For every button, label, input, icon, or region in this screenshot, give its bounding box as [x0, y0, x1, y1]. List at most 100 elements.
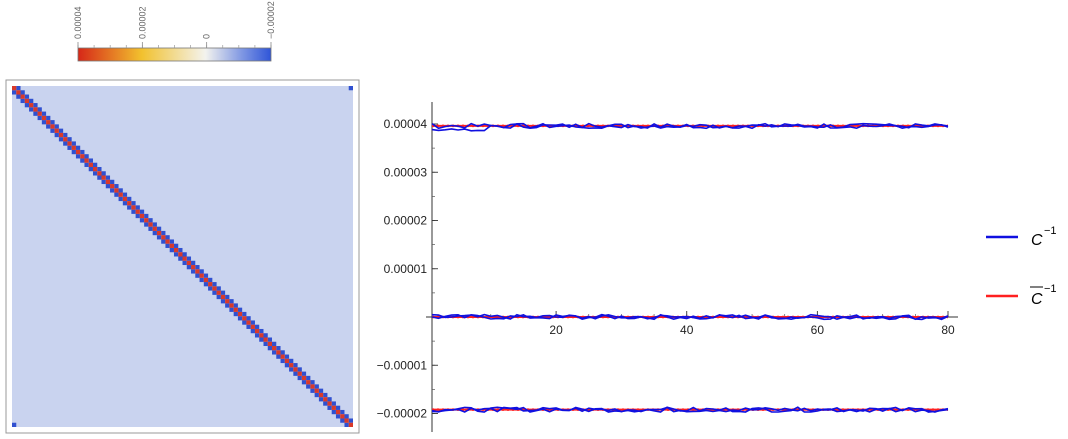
heatmap-cell-offdiag [187, 257, 191, 261]
heatmap-cell-offdiag [63, 133, 67, 137]
heatmap-cell-diag [80, 154, 84, 158]
heatmap-cell-offdiag [276, 355, 280, 359]
heatmap-cell-diag [234, 308, 238, 312]
heatmap-cell-offdiag [302, 380, 306, 384]
heatmap-cell-offdiag [136, 214, 140, 218]
heatmap-cell-offdiag [246, 316, 250, 320]
heatmap-cell-diag [349, 423, 353, 427]
heatmap-cell-offdiag [33, 103, 37, 107]
heatmap-cell-offdiag [293, 363, 297, 367]
heatmap-cell-offdiag [42, 120, 46, 124]
heatmap-cell-offdiag [84, 154, 88, 158]
heatmap-cell-offdiag [59, 137, 63, 141]
heatmap-cell-offdiag [29, 99, 33, 103]
heatmap-cell-diag [67, 141, 71, 145]
heatmap-cell-offdiag [67, 146, 71, 150]
heatmap-cell-offdiag [259, 329, 263, 333]
y-tick-label: −0.00002 [377, 407, 428, 421]
heatmap-cell-diag [102, 176, 106, 180]
heatmap-cell-offdiag [242, 320, 246, 324]
heatmap-cell-offdiag [106, 184, 110, 188]
heatmap-cell-diag [140, 214, 144, 218]
heatmap-cell-offdiag [327, 397, 331, 401]
heatmap-cell-diag [174, 248, 178, 252]
heatmap-cell-corner [12, 423, 16, 427]
heatmap-cell-diag [306, 380, 310, 384]
heatmap-cell-offdiag [50, 120, 54, 124]
heatmap-cell-offdiag [106, 176, 110, 180]
heatmap-cell-offdiag [323, 393, 327, 397]
heatmap [6, 80, 359, 433]
heatmap-cell-offdiag [144, 222, 148, 226]
heatmap-cell-diag [263, 337, 267, 341]
heatmap-cell-diag [93, 167, 97, 171]
heatmap-cell-offdiag [191, 269, 195, 273]
heatmap-cell-offdiag [276, 346, 280, 350]
heatmap-cell-offdiag [178, 248, 182, 252]
heatmap-cell-offdiag [229, 299, 233, 303]
heatmap-cell-diag [46, 120, 50, 124]
heatmap-cell-offdiag [46, 124, 50, 128]
heatmap-cell-diag [323, 397, 327, 401]
heatmap-cell-diag [55, 129, 59, 133]
heatmap-cell-offdiag [46, 116, 50, 120]
heatmap-cell-offdiag [76, 146, 80, 150]
heatmap-cell-offdiag [268, 346, 272, 350]
heatmap-cell-diag [332, 406, 336, 410]
heatmap-cell-diag [42, 116, 46, 120]
heatmap-cell-offdiag [178, 257, 182, 261]
heatmap-cell-offdiag [332, 410, 336, 414]
heatmap-cell-diag [217, 291, 221, 295]
heatmap-cell-offdiag [93, 163, 97, 167]
heatmap-cell-diag [302, 376, 306, 380]
heatmap-cell-diag [246, 320, 250, 324]
heatmap-cell-diag [16, 90, 20, 94]
heatmap-cell-offdiag [38, 107, 42, 111]
heatmap-cell-offdiag [127, 205, 131, 209]
heatmap-cell-diag [72, 146, 76, 150]
heatmap-cell-offdiag [123, 193, 127, 197]
y-tick-label: −0.00001 [377, 358, 428, 372]
heatmap-cell-diag [110, 184, 114, 188]
heatmap-cell-offdiag [55, 133, 59, 137]
heatmap-cell-diag [97, 171, 101, 175]
heatmap-cell-offdiag [63, 141, 67, 145]
heatmap-cell-diag [195, 269, 199, 273]
heatmap-cell-offdiag [263, 333, 267, 337]
heatmap-cell-diag [153, 227, 157, 231]
heatmap-cell-offdiag [234, 303, 238, 307]
heatmap-cell-diag [298, 372, 302, 376]
heatmap-cell-offdiag [306, 384, 310, 388]
heatmap-cell-diag [157, 231, 161, 235]
heatmap-cell-offdiag [165, 244, 169, 248]
heatmap-cell-diag [119, 193, 123, 197]
heatmap-cell-offdiag [102, 180, 106, 184]
heatmap-cell-offdiag [234, 312, 238, 316]
heatmap-cell-offdiag [127, 197, 131, 201]
colorbar: 0.00004 0.00002 0 −0.00002 [73, 1, 276, 61]
heatmap-cell-diag [200, 274, 204, 278]
heatmap-cell-offdiag [229, 308, 233, 312]
heatmap-cell-offdiag [208, 278, 212, 282]
heatmap-cell-diag [170, 244, 174, 248]
heatmap-cell-offdiag [42, 112, 46, 116]
heatmap-cell-offdiag [161, 231, 165, 235]
heatmap-cell-offdiag [251, 320, 255, 324]
heatmap-cell-offdiag [191, 261, 195, 265]
heatmap-cell-offdiag [195, 274, 199, 278]
heatmap-cell-offdiag [310, 389, 314, 393]
heatmap-cell-offdiag [12, 90, 16, 94]
colorbar-gradient [78, 48, 271, 61]
heatmap-cell-offdiag [195, 265, 199, 269]
heatmap-cell-offdiag [187, 265, 191, 269]
heatmap-cell-offdiag [255, 333, 259, 337]
colorbar-tick-label: 0 [202, 34, 212, 39]
heatmap-cell-offdiag [336, 406, 340, 410]
heatmap-cell-offdiag [315, 384, 319, 388]
heatmap-cell-offdiag [110, 180, 114, 184]
heatmap-cell-offdiag [38, 116, 42, 120]
heatmap-cell-offdiag [102, 171, 106, 175]
heatmap-cell-offdiag [255, 325, 259, 329]
heatmap-cell-diag [285, 359, 289, 363]
heatmap-cell-offdiag [140, 210, 144, 214]
